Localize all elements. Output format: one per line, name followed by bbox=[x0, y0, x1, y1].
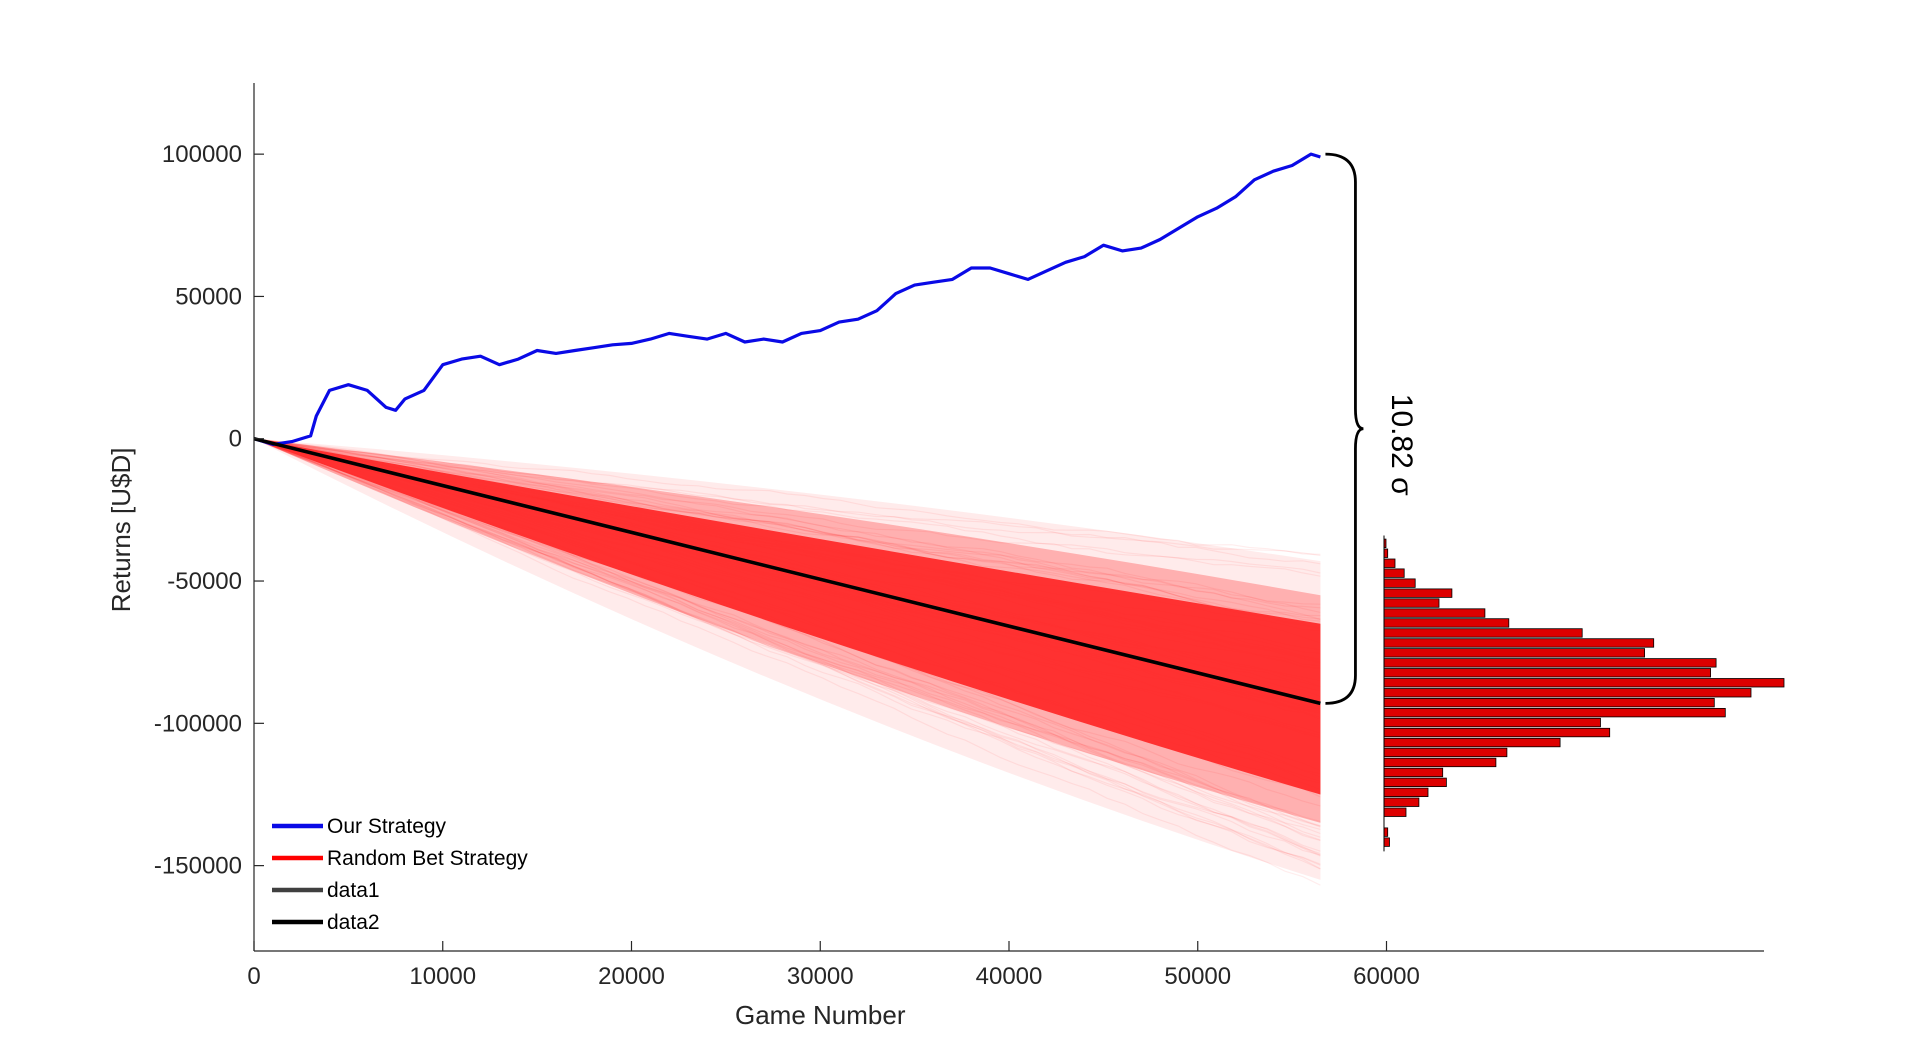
histogram-bar bbox=[1383, 767, 1444, 778]
random-bet-trace bbox=[254, 438, 1321, 555]
histogram-bar bbox=[1383, 628, 1583, 638]
our-strategy-line bbox=[254, 152, 1321, 446]
histogram-bar bbox=[1383, 618, 1510, 628]
histogram-bar bbox=[1383, 698, 1715, 708]
histogram-bar bbox=[1383, 678, 1785, 688]
histogram-bar bbox=[1383, 727, 1611, 738]
histogram-bar bbox=[1383, 598, 1440, 608]
x-axis-label: Game Number bbox=[735, 1000, 906, 1030]
x-tick-label: 50000 bbox=[1164, 963, 1231, 990]
histogram-bar bbox=[1383, 827, 1389, 837]
series-lines bbox=[254, 152, 1321, 706]
random-bet-trace bbox=[254, 438, 1321, 855]
random-bet-trace bbox=[254, 438, 1321, 857]
legend-label: Our Strategy bbox=[327, 815, 447, 838]
x-tick-label: 20000 bbox=[598, 963, 665, 990]
random-bet-trace bbox=[254, 438, 1321, 870]
histogram-bar bbox=[1383, 777, 1447, 787]
random-bet-core-band bbox=[254, 438, 1321, 795]
y-tick-label: 0 bbox=[229, 426, 242, 453]
random-bet-trace bbox=[254, 438, 1321, 605]
histogram-bar bbox=[1383, 648, 1646, 658]
random-bet-trace bbox=[254, 438, 1321, 886]
random-bet-trace bbox=[254, 438, 1321, 852]
data2-mean-line bbox=[254, 436, 1321, 706]
random-bet-trace bbox=[254, 438, 1321, 622]
y-tick-label: 100000 bbox=[162, 141, 242, 168]
annotation-label: 10.82 σ bbox=[1385, 394, 1418, 496]
histogram-bar bbox=[1383, 558, 1396, 568]
histogram bbox=[1383, 535, 1785, 852]
random-bet-trace bbox=[254, 438, 1321, 866]
histogram-bar bbox=[1383, 548, 1389, 558]
random-bet-trace bbox=[254, 438, 1321, 621]
random-bet-trace bbox=[254, 438, 1321, 609]
random-bet-trace bbox=[254, 438, 1321, 613]
random-bet-trace bbox=[254, 438, 1321, 574]
random-bet-trace bbox=[254, 438, 1321, 856]
random-bet-trace bbox=[254, 438, 1321, 856]
histogram-bar bbox=[1383, 608, 1486, 618]
y-axis-label: Returns [U$D] bbox=[106, 448, 136, 613]
x-tick-label: 60000 bbox=[1353, 963, 1420, 990]
random-bet-trace bbox=[254, 438, 1321, 823]
histogram-bar bbox=[1383, 837, 1390, 847]
histogram-bar bbox=[1383, 747, 1508, 758]
x-tick-label: 10000 bbox=[409, 963, 476, 990]
histogram-bar bbox=[1383, 757, 1497, 768]
histogram-bar bbox=[1383, 658, 1717, 668]
annotation: 10.82 σ bbox=[1325, 152, 1418, 705]
random-bet-trace bbox=[254, 438, 1321, 835]
random-bet-trace bbox=[254, 438, 1321, 620]
legend-label: data2 bbox=[327, 911, 380, 934]
random-bet-trace bbox=[254, 438, 1321, 631]
random-bet-trace bbox=[254, 438, 1321, 870]
random-bet-trace bbox=[254, 438, 1321, 865]
random-bet-outer-envelope bbox=[254, 438, 1321, 880]
ticks: 0 10000 20000 30000 40000 50000 60000 100000 500… bbox=[154, 141, 1420, 990]
x-tick-label: 40000 bbox=[976, 963, 1043, 990]
random-bet-trace bbox=[254, 438, 1321, 629]
random-bet-trace bbox=[254, 438, 1321, 617]
y-tick-label: -50000 bbox=[167, 568, 242, 595]
y-tick-label: -100000 bbox=[154, 710, 242, 737]
histogram-bar bbox=[1383, 737, 1561, 748]
random-bet-band bbox=[254, 438, 1321, 886]
x-tick-label: 30000 bbox=[787, 963, 854, 990]
histogram-bar bbox=[1383, 787, 1429, 797]
histogram-bar bbox=[1383, 688, 1752, 698]
x-tick-label: 0 bbox=[247, 963, 260, 990]
legend-label: Random Bet Strategy bbox=[327, 847, 528, 870]
histogram-bar bbox=[1383, 638, 1655, 648]
y-tick-label: -150000 bbox=[154, 853, 242, 880]
legend-label: data1 bbox=[327, 879, 380, 902]
random-bet-trace bbox=[254, 438, 1321, 842]
y-tick-label: 50000 bbox=[175, 283, 242, 310]
histogram-bar bbox=[1383, 668, 1712, 678]
random-bet-trace bbox=[254, 438, 1321, 565]
histogram-bar bbox=[1383, 807, 1407, 817]
histogram-bar bbox=[1383, 708, 1726, 718]
random-bet-trace bbox=[254, 438, 1321, 557]
histogram-bar bbox=[1383, 588, 1453, 598]
histogram-bar bbox=[1383, 717, 1601, 728]
random-bet-trace bbox=[254, 438, 1321, 827]
random-bet-trace bbox=[254, 438, 1321, 838]
legend: Our Strategy Random Bet Strategy data1 data… bbox=[272, 815, 528, 934]
histogram-bar bbox=[1383, 568, 1405, 578]
random-bet-trace bbox=[254, 438, 1321, 577]
histogram-bar bbox=[1383, 797, 1420, 807]
histogram-bar bbox=[1383, 578, 1416, 588]
